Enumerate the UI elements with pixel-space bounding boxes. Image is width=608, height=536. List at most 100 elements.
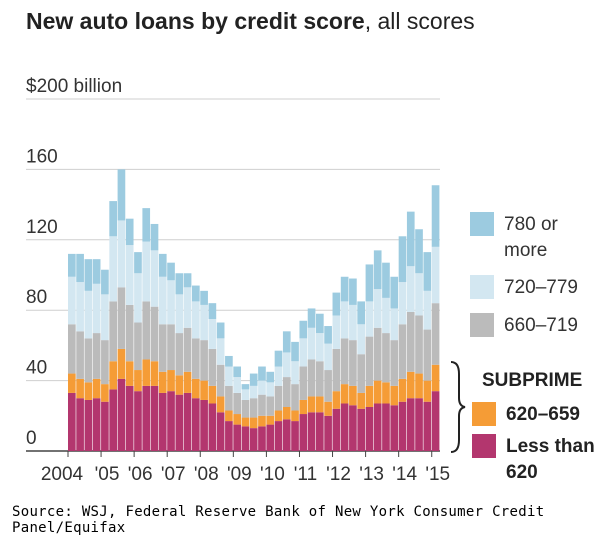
bar-segment — [249, 428, 258, 451]
bar-segment — [398, 378, 407, 402]
bar-segment — [233, 392, 241, 415]
bar-segment — [134, 391, 142, 451]
y-tick-label: 120 — [26, 217, 58, 238]
legend-label-620-659: 620–659 — [506, 404, 580, 425]
bar-segment — [233, 377, 241, 393]
bar-segment — [274, 350, 283, 367]
bar-segment — [365, 385, 374, 407]
bar-segment — [398, 236, 407, 283]
bar-segment — [307, 412, 316, 451]
y-tick-label: 80 — [26, 287, 47, 308]
bar-segment — [431, 364, 440, 392]
y-tick-label: 160 — [26, 146, 58, 167]
bar-segment — [92, 333, 101, 379]
bar-segment — [192, 301, 200, 339]
bar-segment — [76, 331, 84, 379]
bar-segment — [398, 282, 407, 325]
bar-segment — [175, 294, 184, 334]
bar-segment — [84, 382, 93, 400]
bar-segment — [282, 377, 291, 407]
bar-segment — [357, 354, 365, 393]
bar-segment — [340, 403, 349, 451]
bar-segment — [340, 384, 349, 404]
bar-segment — [316, 333, 324, 362]
bar-segment — [225, 410, 233, 422]
bar-segment — [357, 301, 365, 325]
x-tick-label: '11 — [294, 464, 317, 485]
legend-label-780-line1: 780 or — [504, 214, 558, 235]
x-tick-label: '10 — [260, 464, 285, 485]
bar-segment — [299, 338, 308, 367]
x-tick-label: '06 — [128, 464, 153, 485]
bar-segment — [92, 283, 101, 334]
bar-segment — [316, 412, 324, 451]
bar-segment — [332, 315, 341, 349]
bar-segment — [134, 273, 142, 323]
bar-segment — [101, 340, 109, 385]
x-tick-label: '12 — [326, 464, 351, 485]
bar-segment — [109, 236, 117, 302]
bar-segment — [258, 426, 266, 451]
legend-item-660-719: 660–719 — [470, 313, 578, 339]
bar-segment — [357, 324, 365, 355]
bar-segment — [332, 391, 341, 409]
bar-segment — [431, 391, 440, 451]
legend-swatch-less-than-620 — [472, 434, 496, 458]
legend-item-720-779: 720–779 — [470, 275, 578, 301]
bar-segment — [373, 403, 382, 451]
x-tick-label: '09 — [227, 464, 252, 485]
bar-segment — [109, 361, 117, 390]
y-tick-label: 40 — [26, 358, 47, 379]
legend-item-less-than-620: Less than 620 — [472, 434, 595, 486]
bar-segment — [167, 262, 175, 281]
bar-segment — [101, 384, 109, 402]
bar-segment — [183, 273, 192, 288]
bar-segment — [258, 415, 266, 427]
x-tick-label: '08 — [194, 464, 219, 485]
bar-segment — [349, 385, 357, 406]
bar-segment — [258, 366, 266, 381]
bar-segment — [291, 421, 299, 451]
bar-segment — [183, 327, 192, 372]
bar-segment — [175, 394, 184, 451]
bar-segment — [398, 324, 407, 379]
bar-segment — [142, 208, 151, 242]
bar-segment — [183, 392, 192, 451]
bar-segment — [307, 308, 316, 328]
bar-segment — [249, 398, 258, 418]
bar-segment — [225, 385, 233, 411]
bar-segment — [373, 289, 382, 328]
bar-segment — [167, 324, 175, 371]
bar-segment — [233, 424, 241, 451]
bar-segment — [373, 327, 382, 381]
bar-segment — [142, 241, 151, 302]
bar-segment — [423, 290, 432, 330]
bar-segment — [406, 398, 415, 451]
bar-segment — [324, 415, 332, 451]
bar-segment — [299, 414, 308, 451]
bar-segment — [415, 373, 423, 399]
bar-segment — [332, 348, 341, 392]
bar-segment — [84, 259, 93, 291]
bar-segment — [216, 364, 225, 397]
bar-segment — [192, 378, 200, 399]
bar-segment — [415, 273, 423, 316]
bar-segment — [150, 361, 159, 386]
bar-segment — [324, 370, 332, 402]
x-tick-label: '05 — [95, 464, 120, 485]
bar-segment — [241, 417, 250, 427]
bar-segment — [76, 398, 84, 451]
x-tick-label: '14 — [392, 464, 417, 485]
bar-segment — [390, 340, 399, 386]
bar-segment — [274, 410, 283, 422]
bar-segment — [266, 396, 275, 416]
bar-segment — [183, 287, 192, 328]
bar-segment — [349, 405, 357, 451]
bar-segment — [167, 370, 175, 392]
bar-segment — [117, 169, 126, 221]
bar-segment — [134, 322, 142, 371]
bar-segment — [316, 396, 324, 413]
bar-segment — [117, 287, 126, 349]
bar-segment — [175, 375, 184, 395]
bar-segment — [249, 385, 258, 399]
